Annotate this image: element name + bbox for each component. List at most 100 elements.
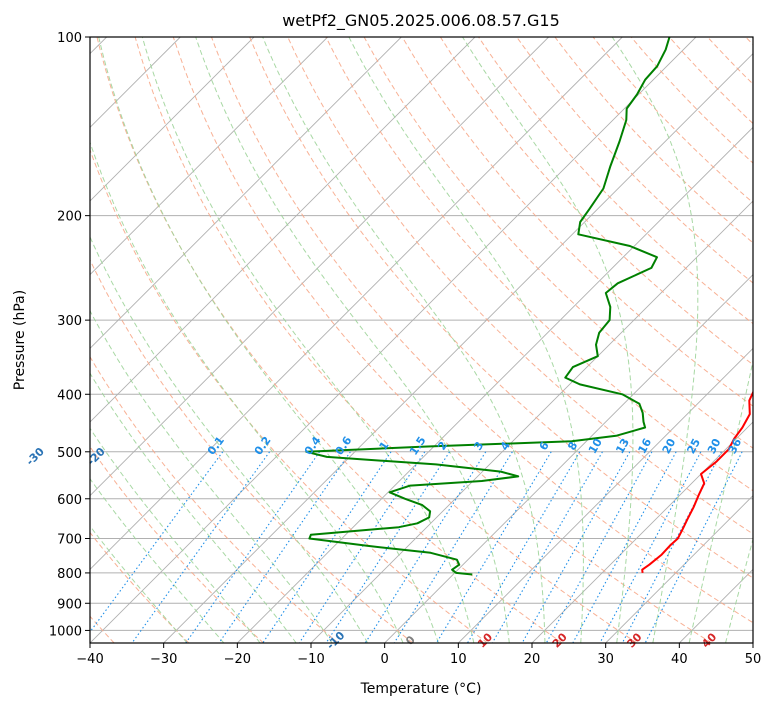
y-tick-label: 600 <box>57 493 82 508</box>
isotherm <box>752 642 753 643</box>
y-tick-label: 900 <box>57 597 82 612</box>
dry-adiabat <box>134 37 638 643</box>
x-axis-label: Temperature (°C) <box>360 681 482 697</box>
moist-adiabats <box>90 37 753 643</box>
dry-adiabat <box>90 531 190 643</box>
moist-adiabat <box>611 37 699 643</box>
mixing-ratio-line <box>521 451 631 643</box>
dry-adiabat <box>90 148 488 643</box>
dry-adiabat <box>210 37 753 624</box>
mixing-ratio-line <box>599 451 702 643</box>
plot-area <box>90 37 753 643</box>
y-tick-label: 500 <box>57 446 82 461</box>
dry-adiabat <box>172 37 712 643</box>
dry-adiabat <box>325 37 753 492</box>
x-axis-ticks: −40 −30 −20 −10 0 10 20 30 40 50 <box>76 643 761 667</box>
moist-adiabat <box>90 235 369 643</box>
reference-line-labels: 0.10.20.40.611.52346810131620253036-100-… <box>24 434 745 652</box>
y-tick-label: 800 <box>57 567 82 582</box>
mixing-ratio-label: 3 <box>471 439 486 452</box>
dry-adiabat <box>439 37 753 366</box>
y-axis-ticks: 100 200 300 400 500 600 700 800 900 1000 <box>49 31 90 639</box>
mixing-ratio-line <box>393 451 513 643</box>
mixing-ratio-label: 30 <box>705 436 724 456</box>
mixing-ratio-label: 0.2 <box>252 434 274 457</box>
dry-adiabats <box>90 37 753 643</box>
moist-adiabat <box>98 37 439 643</box>
y-tick-label: 1000 <box>49 624 82 639</box>
mixing-ratio-line <box>545 451 653 643</box>
dry-adiabat-label: -10 <box>324 629 347 652</box>
dry-adiabat <box>401 37 753 407</box>
x-tick-label: 20 <box>524 652 541 667</box>
pressure-gridlines <box>90 37 753 631</box>
plot-frame <box>89 36 754 644</box>
isotherm <box>90 37 697 643</box>
isotherm <box>90 37 623 570</box>
mixing-ratio-label: 0.4 <box>302 434 324 458</box>
mixing-ratio-label: 0.6 <box>333 434 355 458</box>
x-tick-label: 30 <box>597 652 614 667</box>
mixing-ratio-line <box>218 451 351 643</box>
temperature-profile <box>641 390 753 574</box>
mixing-ratio-line <box>185 451 321 643</box>
mixing-ratio-line <box>131 451 271 643</box>
dry-adiabat-label: 0 <box>403 633 418 648</box>
moist-adiabat <box>90 309 333 643</box>
mixing-ratio-label: 2 <box>435 439 450 452</box>
x-tick-label: −40 <box>76 652 103 667</box>
y-tick-label: 400 <box>57 388 82 403</box>
mixing-ratio-label: 0.1 <box>205 434 227 457</box>
dry-adiabat-label: -30 <box>24 445 47 468</box>
mixing-ratio-label: 25 <box>684 436 703 456</box>
isotherm <box>384 274 753 643</box>
dry-adiabat <box>706 37 753 85</box>
x-tick-label: −10 <box>297 652 324 667</box>
moist-adiabat <box>90 525 188 643</box>
y-tick-label: 200 <box>57 210 82 225</box>
dry-adiabat <box>363 37 753 449</box>
dry-adiabat <box>90 258 414 643</box>
moist-adiabat <box>262 37 546 643</box>
mixing-ratio-line <box>572 451 677 643</box>
dry-adiabat <box>287 37 753 535</box>
mixing-ratio-label: 36 <box>726 436 745 456</box>
isotherm <box>531 421 753 643</box>
mixing-ratio-lines <box>90 451 743 643</box>
isotherm <box>310 200 753 643</box>
mixing-ratio-label: 4 <box>498 439 513 453</box>
dry-adiabat-label: 40 <box>699 630 719 650</box>
dry-adiabat <box>90 355 339 643</box>
dry-adiabat <box>516 37 753 284</box>
mixing-ratio-line <box>644 451 743 643</box>
dry-adiabat <box>592 37 753 204</box>
mixing-ratio-line <box>467 451 581 643</box>
isotherm <box>90 37 476 423</box>
mixing-ratio-line <box>621 451 722 643</box>
isotherm <box>90 37 402 349</box>
mixing-ratio-line <box>364 451 487 643</box>
x-tick-label: 10 <box>450 652 467 667</box>
isotherm <box>679 568 753 643</box>
moist-adiabat <box>90 140 404 643</box>
isotherm <box>458 347 753 643</box>
dry-adiabat-label: 10 <box>475 630 495 650</box>
x-tick-label: 40 <box>671 652 688 667</box>
dry-adiabat-label: 20 <box>550 630 570 650</box>
y-tick-label: 700 <box>57 533 82 548</box>
dry-adiabat <box>96 37 563 643</box>
y-axis-label: Pressure (hPa) <box>12 290 28 390</box>
moist-adiabat <box>348 37 584 643</box>
isotherms <box>90 37 753 643</box>
isotherm <box>163 53 753 643</box>
isotherm <box>237 126 753 643</box>
dewpoint-profile <box>305 37 671 576</box>
dry-adiabat <box>249 37 753 579</box>
mixing-ratio-label: 1.5 <box>407 434 429 457</box>
isotherm <box>605 495 753 643</box>
mixing-ratio-line <box>262 451 392 643</box>
dry-adiabat <box>477 37 753 325</box>
x-tick-label: −20 <box>224 652 251 667</box>
x-tick-label: −30 <box>150 652 177 667</box>
